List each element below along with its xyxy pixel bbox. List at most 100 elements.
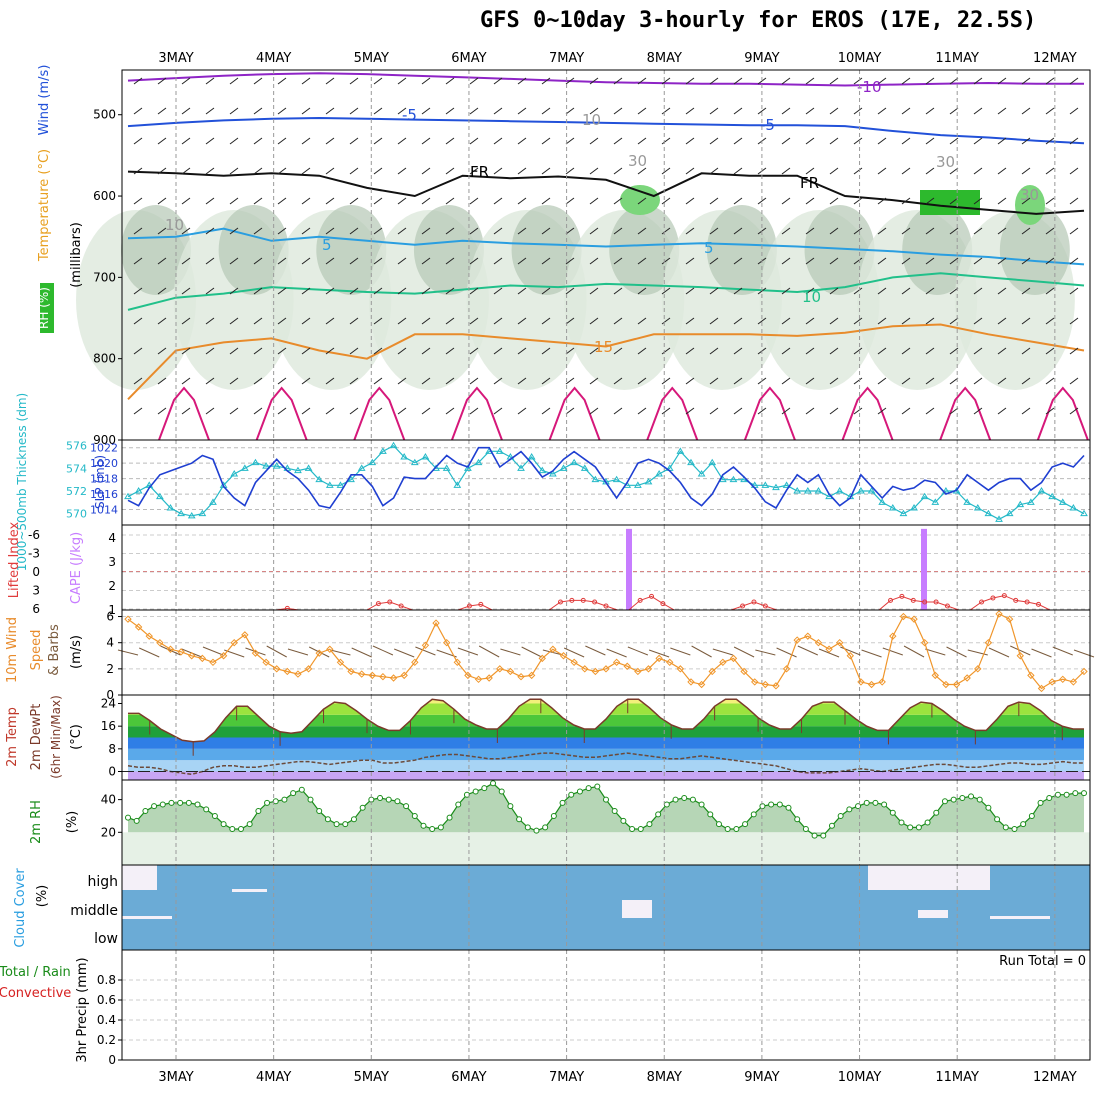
wind-point-57	[729, 654, 738, 663]
upper-barb	[829, 107, 839, 115]
rh-point-36	[437, 824, 444, 831]
top-date-8: 11MAY	[935, 51, 979, 66]
upper-barb	[493, 287, 503, 295]
wind-point-75	[920, 638, 929, 647]
thickness-point-33	[474, 458, 483, 466]
upper-barb	[421, 287, 431, 295]
ylabel-wind10: 10m Wind	[5, 617, 20, 683]
rh-point-31	[394, 798, 401, 805]
lifted-point-69	[910, 597, 916, 603]
thickness-point-26	[400, 453, 409, 460]
upper-barb	[373, 377, 383, 385]
contour-label-5: 5	[322, 236, 332, 254]
rh-point-53	[585, 785, 592, 792]
upper-barb	[973, 107, 983, 115]
rh-point-104	[1028, 812, 1035, 819]
wind-point-61	[772, 682, 780, 690]
upper-barb	[781, 137, 791, 145]
wind-point-25	[389, 674, 398, 682]
upper-barb	[373, 77, 383, 85]
thickness-tick-1: 572	[66, 485, 87, 498]
rh-point-77	[794, 816, 801, 823]
thickness-point-64	[803, 487, 812, 494]
ylabel-millibars: (millibars)	[69, 222, 84, 288]
upper-barb	[997, 167, 1007, 175]
upper-barb	[157, 257, 167, 265]
ylabel-cape: CAPE (J/kg)	[69, 532, 84, 604]
upper-barb	[421, 197, 431, 205]
ylabel-rh-units: (%)	[65, 811, 80, 834]
rh-point-86	[872, 799, 879, 806]
rh-point-64	[681, 794, 688, 801]
temp-band-2	[128, 748, 1084, 761]
rh-shade-dark-7	[804, 205, 875, 295]
upper-barb	[997, 317, 1007, 325]
upper-barb	[709, 197, 719, 205]
lifted-point-77	[1001, 593, 1007, 599]
upper-barb	[157, 377, 167, 385]
thickness-point-20	[336, 481, 345, 488]
upper-barb	[133, 107, 143, 115]
thickness-point-56	[718, 475, 727, 483]
wind-point-40	[549, 645, 557, 653]
upper-barb	[1069, 197, 1079, 205]
upper-barb	[445, 407, 455, 415]
thickness-point-37	[517, 464, 525, 471]
rh-shade-dark-2	[316, 205, 387, 295]
wind-barb-88	[1052, 646, 1073, 656]
thickness-point-89	[1069, 504, 1078, 511]
upper-barb	[805, 407, 815, 415]
upper-barb	[613, 377, 623, 385]
rh-point-34	[420, 822, 427, 829]
upper-barb	[949, 137, 959, 145]
upper-barb	[541, 197, 551, 205]
upper-barb	[205, 287, 215, 295]
wind-barb-46	[606, 648, 627, 658]
wind-point-41	[559, 652, 568, 660]
upper-barb	[829, 407, 839, 415]
upper-barb	[397, 347, 407, 355]
upper-air-ylabel-2: 700	[93, 270, 116, 284]
upper-barb	[541, 317, 551, 325]
ylabel-cloud: Cloud Cover	[13, 868, 28, 948]
upper-barb	[973, 137, 983, 145]
upper-barb	[493, 227, 503, 235]
rh-point-107	[1054, 791, 1061, 798]
panels: 3MAY 3MAY 4MAY 4MAY 5MAY 5MAY 6MAY 6MAY 7MAY 7MAY…	[0, 51, 1095, 1085]
temp-band-6	[128, 703, 1084, 715]
upper-barb	[541, 107, 551, 115]
upper-barb	[853, 197, 863, 205]
wind-point-1	[134, 623, 143, 631]
wind-barb-52	[670, 647, 691, 656]
upper-barb	[181, 197, 191, 205]
upper-barb	[853, 77, 863, 85]
wind-point-36	[506, 667, 515, 676]
upper-barb	[229, 407, 239, 415]
rh-point-32	[403, 803, 410, 810]
top-date-3: 6MAY	[451, 51, 486, 66]
upper-barb	[541, 167, 551, 175]
upper-barb	[421, 167, 431, 175]
wind-point-50	[655, 654, 663, 663]
upper-barb	[853, 377, 863, 385]
upper-barb	[613, 287, 623, 295]
upper-barb	[877, 167, 887, 175]
upper-barb	[589, 167, 599, 175]
upper-barb	[829, 377, 839, 385]
upper-barb	[613, 227, 623, 235]
wind-point-11	[241, 631, 249, 639]
rh-high-patch	[920, 190, 980, 215]
upper-barb	[1021, 227, 1031, 235]
upper-barb	[445, 137, 455, 145]
upper-barb	[805, 317, 815, 325]
wind-barb-86	[1031, 648, 1052, 658]
rh-point-100	[994, 816, 1001, 823]
thickness-point-23	[368, 458, 377, 466]
upper-barb	[709, 407, 719, 415]
lifted-point-31	[478, 601, 484, 607]
thickness-point-60	[761, 481, 770, 488]
wind-barb-26	[393, 648, 415, 658]
isotherm-hot-4	[548, 386, 601, 441]
upper-barb	[781, 407, 791, 415]
rh-point-27	[359, 804, 366, 811]
